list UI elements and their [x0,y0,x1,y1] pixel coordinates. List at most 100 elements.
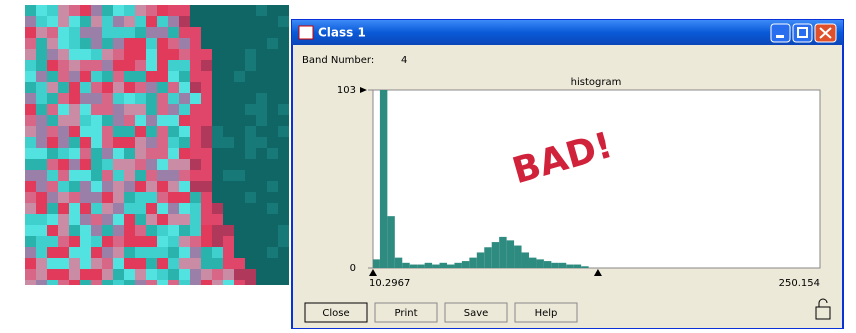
image-pixel [201,214,212,225]
image-pixel [113,181,124,192]
image-pixel [278,49,289,60]
lock-icon[interactable] [816,307,830,319]
histogram-title: histogram [571,77,622,88]
image-pixel [157,170,168,181]
maximize-button[interactable] [793,24,812,42]
image-pixel [190,93,201,104]
image-pixel [201,148,212,159]
image-pixel [80,192,91,203]
image-pixel [223,82,234,93]
image-pixel [36,71,47,82]
image-pixel [69,49,80,60]
image-pixel [267,60,278,71]
image-pixel [190,115,201,126]
image-pixel [58,181,69,192]
image-pixel [80,115,91,126]
button-label: Save [464,308,489,319]
image-pixel [102,126,113,137]
image-pixel [91,71,102,82]
image-pixel [58,27,69,38]
image-pixel [80,27,91,38]
image-pixel [179,82,190,93]
window-title: Class 1 [318,26,366,40]
image-pixel [267,192,278,203]
image-pixel [168,93,179,104]
histogram-bar [529,258,536,268]
image-pixel [278,159,289,170]
image-pixel [278,104,289,115]
image-pixel [201,170,212,181]
image-pixel [58,269,69,280]
image-pixel [212,258,223,269]
image-pixel [146,192,157,203]
image-pixel [69,38,80,49]
image-pixel [113,126,124,137]
image-pixel [234,269,245,280]
image-pixel [168,38,179,49]
image-pixel [179,60,190,71]
image-pixel [190,148,201,159]
image-pixel [168,181,179,192]
image-pixel [256,181,267,192]
image-pixel [135,280,146,285]
image-pixel [80,247,91,258]
image-pixel [256,115,267,126]
image-pixel [245,137,256,148]
image-pixel [36,93,47,104]
minimize-button[interactable] [771,24,790,42]
image-pixel [47,82,58,93]
image-pixel [267,258,278,269]
image-pixel [201,269,212,280]
image-pixel [113,137,124,148]
image-pixel [212,5,223,16]
image-pixel [124,38,135,49]
histogram-bar [566,265,573,268]
image-pixel [256,27,267,38]
histogram-bar [417,265,424,268]
image-pixel [146,269,157,280]
image-pixel [25,192,36,203]
image-pixel [25,126,36,137]
image-pixel [179,170,190,181]
image-pixel [267,27,278,38]
image-pixel [212,280,223,285]
image-pixel [124,225,135,236]
image-pixel [201,104,212,115]
image-pixel [124,181,135,192]
image-pixel [91,27,102,38]
image-pixel [69,126,80,137]
image-pixel [36,137,47,148]
y-tick-label: 103 [337,85,356,96]
image-pixel [234,49,245,60]
image-pixel [245,148,256,159]
image-pixel [234,115,245,126]
histogram-bar [551,263,558,268]
image-pixel [267,148,278,159]
image-pixel [212,93,223,104]
image-pixel [168,170,179,181]
image-pixel [278,148,289,159]
image-pixel [201,5,212,16]
image-pixel [168,137,179,148]
image-pixel [157,38,168,49]
image-pixel [157,82,168,93]
image-pixel [179,16,190,27]
image-pixel [223,247,234,258]
image-pixel [157,115,168,126]
image-pixel [124,71,135,82]
image-pixel [113,214,124,225]
image-pixel [25,280,36,285]
image-pixel [124,148,135,159]
image-pixel [102,16,113,27]
image-pixel [256,258,267,269]
image-pixel [58,71,69,82]
image-pixel [168,49,179,60]
image-pixel [146,225,157,236]
image-pixel [201,38,212,49]
image-pixel [267,93,278,104]
image-pixel [267,225,278,236]
image-pixel [168,71,179,82]
image-pixel [80,82,91,93]
image-pixel [25,148,36,159]
image-pixel [212,16,223,27]
